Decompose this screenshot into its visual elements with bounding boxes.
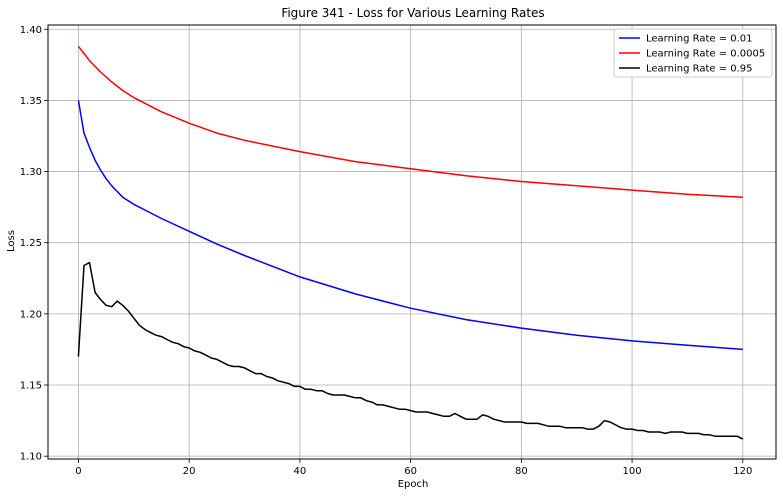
y-tick-label: 1.40 bbox=[20, 25, 42, 36]
x-axis-label: Epoch bbox=[398, 479, 429, 490]
series-line-1 bbox=[77, 100, 743, 351]
x-tick-label: 80 bbox=[515, 466, 528, 477]
series-line-2 bbox=[77, 45, 743, 198]
x-tick-label: 0 bbox=[75, 466, 81, 477]
x-tick-label: 40 bbox=[294, 466, 307, 477]
y-tick-label: 1.25 bbox=[20, 238, 42, 249]
legend-label-1: Learning Rate = 0.01 bbox=[646, 34, 753, 45]
legend-box bbox=[613, 28, 773, 78]
legend-label-3: Learning Rate = 0.95 bbox=[646, 64, 753, 75]
series-line-3 bbox=[77, 261, 744, 440]
y-axis-label: Loss bbox=[6, 230, 17, 252]
legend: Learning Rate = 0.01 Learning Rate = 0.00… bbox=[613, 28, 773, 78]
y-tick-label: 1.30 bbox=[20, 167, 42, 178]
y-tick-label: 1.15 bbox=[20, 381, 42, 392]
y-tick-label: 1.20 bbox=[20, 309, 42, 320]
x-tick-label: 120 bbox=[733, 466, 752, 477]
y-tick-label: 1.35 bbox=[20, 96, 42, 107]
x-tick-label: 60 bbox=[404, 466, 417, 477]
x-tick-label: 20 bbox=[183, 466, 196, 477]
chart-title: Figure 341 - Loss for Various Learning R… bbox=[281, 6, 544, 20]
grid bbox=[48, 25, 776, 459]
x-axis-ticks: 0 20 40 60 80 100 120 bbox=[75, 459, 752, 477]
y-tick-label: 1.10 bbox=[20, 452, 42, 463]
x-tick-label: 100 bbox=[623, 466, 642, 477]
legend-label-2: Learning Rate = 0.0005 bbox=[646, 49, 765, 60]
y-axis-ticks: 1.10 1.15 1.20 1.25 1.30 1.35 1.40 bbox=[20, 25, 48, 463]
plot-frame bbox=[47, 24, 777, 460]
series-lines bbox=[77, 45, 744, 440]
